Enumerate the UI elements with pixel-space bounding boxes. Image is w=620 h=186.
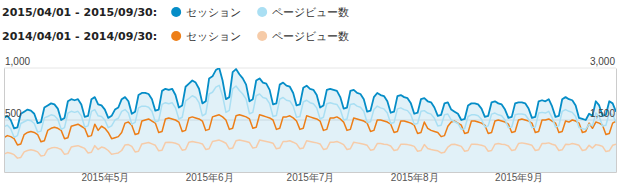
legend-label: ページビュー数 bbox=[272, 30, 349, 43]
plot-marks bbox=[4, 68, 616, 172]
y-tick-label: 1,000 bbox=[5, 56, 30, 67]
x-tick-label: 2015年9月 bbox=[495, 172, 543, 183]
x-tick: 2015年5月 bbox=[81, 172, 129, 183]
legend-label: セッション bbox=[186, 6, 241, 19]
series-line bbox=[4, 115, 616, 145]
y-axis-line bbox=[4, 69, 5, 173]
x-tick: 2015年8月 bbox=[391, 172, 439, 183]
legend-period: 2014/04/01 - 2014/09/30: bbox=[2, 30, 157, 43]
y2-axis-line bbox=[616, 69, 617, 173]
y-tick: 3,000 bbox=[590, 56, 616, 69]
legend-period: 2015/04/01 - 2015/09/30: bbox=[2, 6, 157, 19]
x-tick-label: 2015年8月 bbox=[391, 172, 439, 183]
x-axis: 2015年5月 2015年6月 2015年7月 2015年8月 2015年9月 bbox=[5, 172, 617, 183]
legend-swatch bbox=[257, 7, 267, 17]
legend-label: ページビュー数 bbox=[272, 6, 349, 19]
legend-label: セッション bbox=[186, 30, 241, 43]
x-tick-label: 2015年5月 bbox=[81, 172, 129, 183]
y-tick: 1,500 bbox=[590, 108, 616, 121]
legend: 2015/04/01 - 2015/09/30:セッションページビュー数2014… bbox=[2, 6, 349, 43]
series-line bbox=[4, 68, 616, 128]
y-tick: 1,000 bbox=[4, 56, 30, 69]
x-tick-label: 2015年6月 bbox=[186, 172, 234, 183]
legend-row: 2015/04/01 - 2015/09/30: セッション ページビュー数 bbox=[2, 6, 349, 19]
x-tick-label: 2015年7月 bbox=[287, 172, 335, 183]
legend-swatch bbox=[171, 31, 181, 41]
series-line bbox=[4, 85, 616, 137]
y-tick-label: 500 bbox=[5, 108, 22, 119]
y-tick: 500 bbox=[4, 108, 22, 121]
series-area bbox=[4, 68, 616, 172]
legend-swatch bbox=[257, 31, 267, 41]
x-tick: 2015年9月 bbox=[495, 172, 543, 183]
legend-row: 2014/04/01 - 2014/09/30: セッション ページビュー数 bbox=[2, 30, 349, 43]
y-axis: 500 1,000 bbox=[4, 56, 30, 173]
chart: 2015年5月 2015年6月 2015年7月 2015年8月 2015年9月 500 1,… bbox=[0, 0, 620, 186]
x-tick: 2015年6月 bbox=[186, 172, 234, 183]
series-line bbox=[4, 140, 616, 158]
y2-axis: 1,500 3,000 bbox=[590, 56, 617, 173]
x-tick: 2015年7月 bbox=[287, 172, 335, 183]
legend-swatch bbox=[171, 7, 181, 17]
y-tick-label: 1,500 bbox=[590, 108, 615, 119]
grid-line bbox=[4, 68, 616, 69]
y-tick-label: 3,000 bbox=[590, 56, 615, 67]
